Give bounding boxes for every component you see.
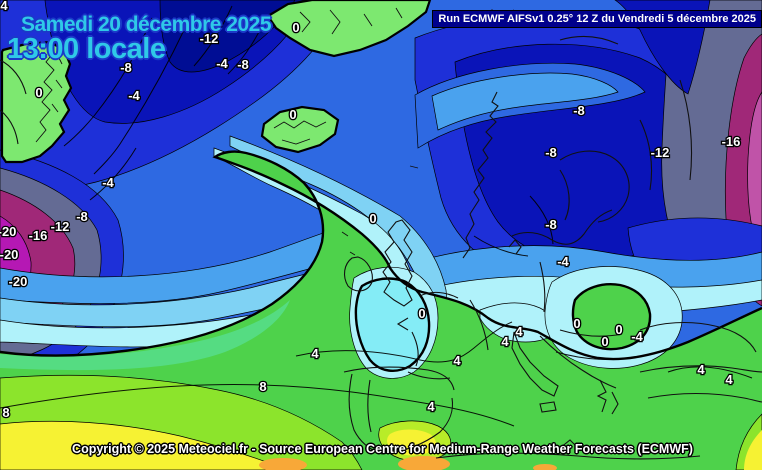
coast-denmark xyxy=(508,239,522,255)
coast-brittany xyxy=(396,317,409,331)
coast-nw-corner2 xyxy=(0,109,19,145)
temp-label: 0 xyxy=(418,306,425,321)
temp-label: 0 xyxy=(573,316,580,331)
temp-label: -12 xyxy=(51,219,70,234)
temp-label: -8 xyxy=(76,209,88,224)
coast-africa xyxy=(435,452,701,460)
temp-label: -20 xyxy=(0,224,16,239)
temp-label: -8 xyxy=(545,217,557,232)
temp-label: 4 xyxy=(311,346,319,361)
coast-ireland xyxy=(343,256,373,292)
temp-label: 4 xyxy=(453,353,461,368)
northland-detail xyxy=(299,7,403,35)
border-danube xyxy=(559,329,623,337)
zero-degree-contour xyxy=(0,150,763,361)
zero-contour-landmasses xyxy=(0,0,432,164)
coast-iberia-s xyxy=(381,397,454,455)
forecast-time: 13:00 locale xyxy=(7,33,166,65)
temp-label: -8 xyxy=(573,103,585,118)
temp-label: 0 xyxy=(601,334,608,349)
model-run-bar: Run ECMWF AIFSv1 0.25° 12 Z du Vendredi … xyxy=(432,10,762,28)
temp-label: 4 xyxy=(501,334,509,349)
border-fr-de xyxy=(469,299,489,351)
temp-label: -8 xyxy=(237,57,249,72)
coast-norway xyxy=(462,91,499,259)
right-margin-strip xyxy=(762,0,765,470)
coast-turkey-n xyxy=(639,365,763,373)
temp-label: 4 xyxy=(515,324,523,339)
thin-contours xyxy=(0,5,753,427)
coast-adriatic xyxy=(539,335,617,389)
north-land xyxy=(266,0,432,58)
temp-label: -8 xyxy=(545,145,557,160)
greenland-tip xyxy=(0,40,73,164)
temp-label: 0 xyxy=(292,20,299,35)
greenland-detail xyxy=(35,51,63,143)
temp-label: -4 xyxy=(557,254,569,269)
temp-label: 4 xyxy=(697,362,705,377)
temp-label: 0 xyxy=(35,85,42,100)
iceland xyxy=(260,105,340,154)
coast-blacksea xyxy=(639,322,757,353)
temp-label: 4 xyxy=(725,372,733,387)
coast-portugal xyxy=(367,379,372,433)
temp-label: -12 xyxy=(651,145,670,160)
temp-label: 0 xyxy=(289,107,296,122)
temp-label: 4 xyxy=(0,0,8,13)
coast-iberia-n xyxy=(343,366,455,391)
coast-britain xyxy=(382,219,413,307)
temp-label: -20 xyxy=(0,247,18,262)
temp-label: 4 xyxy=(427,399,435,414)
temperature-labels: 4-12-4-80-8-40-4-8-12-16-20-20-2000-8-8-… xyxy=(0,0,742,421)
copyright-line: Copyright © 2025 Meteociel.fr - Source E… xyxy=(72,442,693,456)
border-es-fr xyxy=(407,371,451,380)
coast-iberia-w xyxy=(348,373,383,455)
coast-sicily xyxy=(539,401,557,413)
coast-baltic xyxy=(511,209,613,245)
forecast-date: Samedi 20 décembre 2025 xyxy=(21,13,272,36)
border-russia2 xyxy=(679,79,693,181)
border-de-pl xyxy=(539,261,546,313)
coast-channel xyxy=(419,291,459,299)
coast-turkey-s xyxy=(647,392,763,403)
coast-tunisia xyxy=(559,439,579,449)
temp-label: -8 xyxy=(120,60,132,75)
border-russia1 xyxy=(639,119,653,191)
coastlines xyxy=(0,7,763,460)
coast-kola xyxy=(559,35,619,45)
coast-greece xyxy=(596,379,619,415)
temp-label: 0 xyxy=(369,211,376,226)
temp-label: 8 xyxy=(259,379,266,394)
temp-label: -4 xyxy=(631,329,643,344)
coast-nw-corner1 xyxy=(0,59,27,95)
temp-label: -4 xyxy=(102,175,114,190)
coast-bothnia xyxy=(559,169,570,221)
coast-biscay-fr xyxy=(411,331,419,367)
temp-label: 8 xyxy=(2,405,9,420)
coast-finland xyxy=(559,150,630,223)
coast-italy xyxy=(511,331,559,397)
temp-label: -20 xyxy=(9,274,28,289)
iceland-detail xyxy=(273,120,327,145)
temp-label: -16 xyxy=(722,134,741,149)
temp-label: 0 xyxy=(615,322,622,337)
temp-label: -4 xyxy=(216,56,228,71)
temp-label: -16 xyxy=(29,228,48,243)
temp-label: -12 xyxy=(200,31,219,46)
temp-label: -4 xyxy=(128,88,140,103)
islets xyxy=(341,165,419,256)
